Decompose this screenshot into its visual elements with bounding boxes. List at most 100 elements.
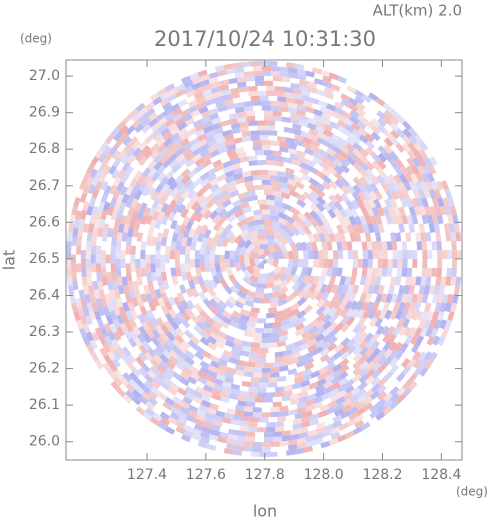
echo-cell xyxy=(155,250,161,259)
echo-cell xyxy=(244,250,251,259)
echo-cell xyxy=(415,276,422,286)
echo-cell xyxy=(122,372,132,382)
echo-cell xyxy=(250,61,260,67)
echo-cell xyxy=(321,392,332,401)
echo-cell xyxy=(81,267,87,277)
echo-cell xyxy=(260,259,264,264)
echo-cell xyxy=(274,351,285,358)
echo-cell xyxy=(147,390,158,400)
echo-cell xyxy=(316,312,326,323)
echo-cell xyxy=(252,70,262,77)
echo-cell xyxy=(95,298,103,308)
echo-cell xyxy=(264,110,273,116)
echo-cell xyxy=(208,305,218,315)
echo-cell xyxy=(410,310,419,321)
echo-cell xyxy=(330,133,341,142)
echo-cell xyxy=(312,151,323,160)
echo-cell xyxy=(296,310,307,319)
echo-cell xyxy=(325,355,336,365)
echo-cell xyxy=(266,120,276,126)
echo-cell xyxy=(84,293,92,304)
echo-cell xyxy=(279,146,289,153)
echo-cell xyxy=(209,250,216,259)
echo-cell xyxy=(261,412,271,418)
echo-cell xyxy=(266,160,276,166)
echo-cell xyxy=(304,356,315,365)
echo-cell xyxy=(112,157,122,168)
echo-cell xyxy=(214,197,225,208)
echo-cell xyxy=(304,399,315,407)
echo-cell xyxy=(90,245,97,255)
echo-cell xyxy=(229,189,240,198)
echo-cell xyxy=(344,430,356,439)
echo-cell xyxy=(156,137,166,147)
echo-cell xyxy=(206,167,217,177)
echo-cell xyxy=(75,298,82,308)
echo-cell xyxy=(228,118,238,125)
echo-cell xyxy=(202,421,213,429)
echo-cell xyxy=(336,119,348,129)
echo-cell xyxy=(302,410,313,418)
echo-cell xyxy=(214,254,220,264)
echo-cell xyxy=(444,319,452,330)
echo-cell xyxy=(352,184,362,195)
echo-cell xyxy=(332,139,343,149)
echo-cell xyxy=(199,336,210,346)
echo-cell xyxy=(102,362,112,373)
echo-cell xyxy=(365,347,375,358)
echo-cell xyxy=(425,232,432,242)
echo-cell xyxy=(152,198,161,209)
echo-cell xyxy=(131,389,142,399)
echo-cell xyxy=(246,321,256,328)
echo-cell xyxy=(246,225,257,234)
echo-cell xyxy=(259,417,269,423)
echo-cell xyxy=(248,311,258,318)
echo-cell xyxy=(162,370,173,381)
echo-cell xyxy=(293,340,304,348)
echo-cell xyxy=(210,241,218,251)
echo-cell xyxy=(306,393,317,401)
echo-cell xyxy=(370,383,381,393)
echo-cell xyxy=(336,283,344,294)
echo-cell xyxy=(136,210,145,221)
echo-cell xyxy=(246,431,256,437)
echo-cell xyxy=(234,106,245,114)
echo-cell xyxy=(365,361,375,372)
echo-cell xyxy=(162,101,173,111)
echo-cell xyxy=(140,267,147,277)
echo-cell xyxy=(147,186,156,197)
echo-cell xyxy=(376,123,387,134)
echo-cell xyxy=(401,293,409,304)
echo-cell xyxy=(330,83,341,92)
echo-cell xyxy=(80,250,86,259)
echo-cell xyxy=(218,364,228,372)
echo-cell xyxy=(248,90,258,97)
echo-cell xyxy=(267,270,277,279)
echo-cell xyxy=(180,406,191,415)
echo-cell xyxy=(389,122,400,132)
echo-cell xyxy=(312,156,323,166)
y-tick-label: 26.3 xyxy=(29,324,60,340)
echo-cell xyxy=(88,197,97,208)
echo-cell xyxy=(103,355,113,366)
y-tick-label: 26.8 xyxy=(29,141,60,157)
echo-cell xyxy=(349,399,360,409)
echo-cell xyxy=(433,285,441,295)
echo-cell xyxy=(432,335,441,346)
echo-cell xyxy=(252,297,262,304)
echo-cell xyxy=(219,396,230,404)
echo-cell xyxy=(162,377,173,387)
echo-cell xyxy=(318,232,326,243)
echo-cell xyxy=(425,276,432,286)
echo-cell xyxy=(319,224,328,235)
echo-cell xyxy=(140,215,148,225)
echo-cell xyxy=(386,325,396,336)
echo-cell xyxy=(285,228,295,238)
echo-cell xyxy=(324,368,335,377)
echo-cell xyxy=(286,178,297,186)
echo-cell xyxy=(153,132,164,143)
echo-cell xyxy=(123,330,133,341)
echo-cell xyxy=(184,356,195,366)
echo-cell xyxy=(111,169,121,180)
echo-cell xyxy=(168,159,179,169)
